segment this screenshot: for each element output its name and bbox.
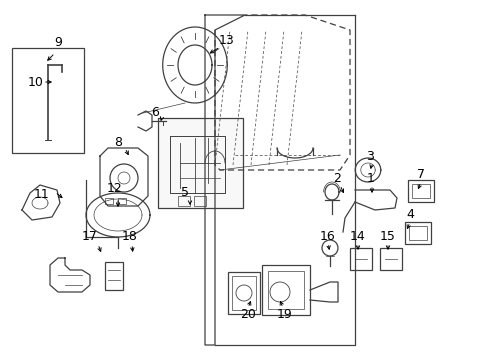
Text: 19: 19 [277,309,292,321]
Text: 9: 9 [54,36,62,49]
Text: 7: 7 [416,168,424,181]
Text: 1: 1 [366,171,374,184]
Bar [118,198,126,204]
Text: 16: 16 [320,230,335,243]
Text: 15: 15 [379,230,395,243]
Bar [194,196,205,206]
Bar [231,276,256,310]
Bar [12,48,84,153]
Bar [404,222,430,244]
Bar [158,118,243,208]
Text: 20: 20 [240,309,255,321]
Text: 2: 2 [332,171,340,184]
Text: 4: 4 [405,208,413,221]
Bar [178,196,190,206]
Text: 10: 10 [28,76,44,89]
Text: 11: 11 [34,189,50,202]
Bar [267,271,304,309]
Text: 5: 5 [181,186,189,199]
Text: 12: 12 [107,181,122,194]
Text: 3: 3 [366,150,373,163]
Bar [227,272,260,314]
Bar [407,180,433,202]
Text: 14: 14 [349,230,365,243]
Bar [379,248,401,270]
Text: 18: 18 [122,230,138,243]
Bar [262,265,309,315]
Bar [105,262,123,290]
Bar [349,248,371,270]
Text: 13: 13 [219,33,234,46]
Bar [105,198,113,204]
Bar [411,184,429,198]
Text: 6: 6 [151,105,159,118]
Text: 8: 8 [114,135,122,148]
Bar [408,226,426,240]
Text: 17: 17 [82,230,98,243]
